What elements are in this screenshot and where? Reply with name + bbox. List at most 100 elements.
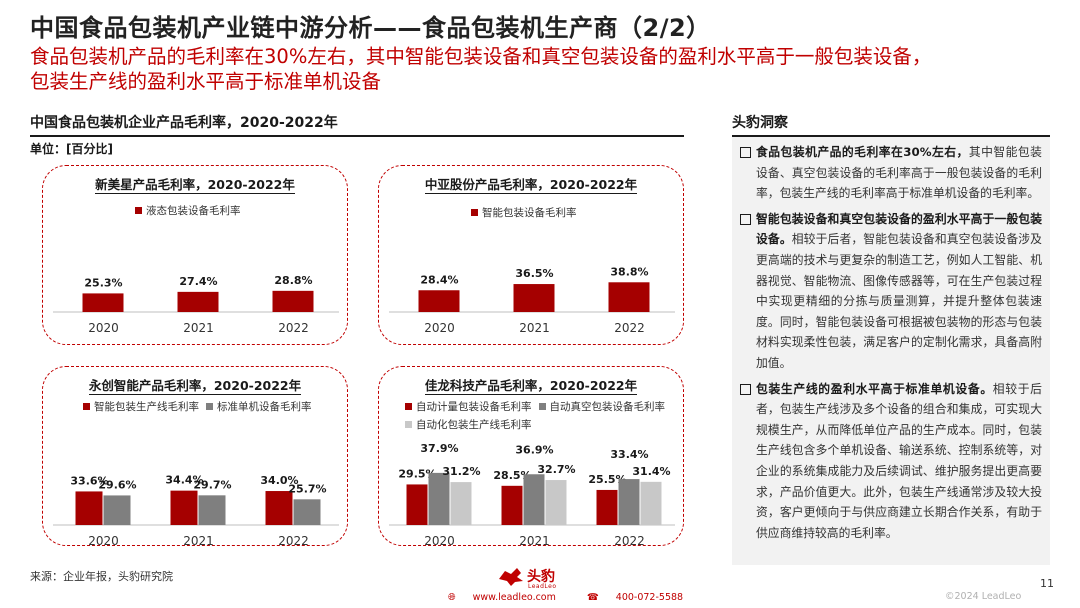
bar bbox=[103, 495, 131, 525]
chart-title-text: 佳龙科技产品毛利率，2020-2022年 bbox=[424, 378, 638, 395]
logo-text: 头豹 bbox=[527, 569, 555, 585]
data-label: 29.6% bbox=[98, 478, 136, 491]
x-tick-label: 2021 bbox=[519, 534, 550, 548]
bar bbox=[545, 480, 567, 525]
copyright: ©2024 LeadLeo bbox=[945, 591, 1022, 602]
chart-title-text: 新美星产品毛利率，2020-2022年 bbox=[95, 177, 295, 194]
legend-label: 自动真空包装设备毛利率 bbox=[549, 401, 666, 413]
bar bbox=[523, 474, 545, 525]
chart-title: 新美星产品毛利率，2020-2022年 bbox=[43, 174, 347, 194]
legend-item: 自动真空包装设备毛利率 bbox=[538, 398, 666, 416]
bar-chart-svg: 25.3% 2020 27.4% 2021 28.8% 2022 bbox=[53, 274, 339, 335]
checkbox-bullet-icon bbox=[740, 383, 751, 395]
data-label: 31.2% bbox=[442, 465, 480, 478]
web-icon: 🌐︎ bbox=[448, 592, 456, 603]
bar bbox=[513, 284, 555, 312]
data-label: 38.8% bbox=[610, 265, 648, 278]
page-number: 11 bbox=[1040, 577, 1054, 590]
chart-title: 永创智能产品毛利率，2020-2022年 bbox=[43, 375, 347, 395]
data-label: 25.7% bbox=[288, 482, 326, 495]
bar bbox=[618, 479, 640, 525]
bar bbox=[198, 495, 226, 525]
x-tick-label: 2021 bbox=[519, 321, 550, 335]
bar bbox=[640, 481, 662, 525]
unit-label: 单位：[百分比] bbox=[30, 142, 113, 156]
bar bbox=[293, 499, 321, 525]
phone-text: 400-072-5588 bbox=[615, 592, 684, 603]
page-subtitle: 食品包装机产品的毛利率在30%左右，其中智能包装设备和真空包装设备的盈利水平高于… bbox=[30, 44, 1060, 94]
legend-item: 自动化包装生产线毛利率 bbox=[405, 416, 532, 434]
bar bbox=[418, 290, 460, 312]
legend-label: 液态包装设备毛利率 bbox=[146, 205, 241, 217]
chart-xinmeixing: 新美星产品毛利率，2020-2022年 液态包装设备毛利率 25.3% 2020 2… bbox=[42, 165, 348, 345]
insight-body: 相较于后者，包装生产线涉及多个设备的组合和集成，可实现大规模生产，从而降低单位产… bbox=[756, 381, 1042, 540]
x-tick-label: 2022 bbox=[614, 534, 645, 548]
legend-label: 智能包装设备毛利率 bbox=[482, 207, 577, 219]
legend-label: 自动化包装生产线毛利率 bbox=[416, 419, 532, 431]
x-tick-label: 2022 bbox=[278, 321, 309, 335]
data-label: 36.9% bbox=[515, 443, 553, 456]
contact-info: 🌐︎ www.leadleo.com ☎︎ 400-072-5588 bbox=[448, 592, 711, 603]
website-link[interactable]: 🌐︎ www.leadleo.com bbox=[448, 592, 570, 603]
bar bbox=[75, 491, 103, 525]
bar-chart-svg: 29.5% 37.9% 31.2% 2020 28.5% 36.9% 32.7% 2021 25… bbox=[389, 442, 675, 548]
chart-legend: 智能包装生产线毛利率 标准单机设备毛利率 bbox=[83, 398, 319, 416]
subtitle-line-2: 包装生产线的盈利水平高于标准单机设备 bbox=[30, 70, 382, 93]
chart-legend: 液态包装设备毛利率 bbox=[135, 202, 248, 220]
bar bbox=[265, 491, 293, 525]
chart-legend: 智能包装设备毛利率 bbox=[471, 204, 584, 222]
chart-zhongya: 中亚股份产品毛利率，2020-2022年 智能包装设备毛利率 28.4% 2020… bbox=[378, 165, 684, 345]
insight-text: 包装生产线的盈利水平高于标准单机设备。相较于后者，包装生产线涉及多个设备的组合和… bbox=[756, 379, 1042, 544]
data-label: 28.5% bbox=[493, 469, 531, 482]
leadleo-logo-icon bbox=[499, 568, 523, 586]
bar bbox=[428, 472, 450, 525]
bar bbox=[450, 482, 472, 525]
chart-title-text: 永创智能产品毛利率，2020-2022年 bbox=[88, 378, 302, 395]
data-label: 28.4% bbox=[420, 273, 458, 286]
bar bbox=[406, 484, 428, 525]
logo-subtext: LeadLeo bbox=[528, 583, 557, 590]
bar bbox=[272, 290, 314, 312]
bar bbox=[177, 291, 219, 312]
data-label: 33.6% bbox=[70, 474, 108, 487]
data-label: 28.8% bbox=[274, 274, 312, 287]
data-label: 29.5% bbox=[398, 467, 436, 480]
bar bbox=[82, 293, 124, 312]
bar bbox=[608, 282, 650, 312]
insight-text: 智能包装设备和真空包装设备的盈利水平高于一般包装设备。相较于后者，智能包装设备和… bbox=[756, 209, 1042, 374]
chart-jialong: 佳龙科技产品毛利率，2020-2022年 自动计量包装设备毛利率 自动真空包装设备… bbox=[378, 366, 685, 548]
insight-panel: 食品包装机产品的毛利率在30%左右，其中智能包装设备、真空包装设备的毛利率高于一… bbox=[732, 137, 1050, 565]
data-label: 34.0% bbox=[260, 474, 298, 487]
insight-item: 智能包装设备和真空包装设备的盈利水平高于一般包装设备。相较于后者，智能包装设备和… bbox=[740, 209, 1042, 374]
x-tick-label: 2021 bbox=[183, 534, 214, 548]
chart-title: 中亚股份产品毛利率，2020-2022年 bbox=[379, 174, 683, 194]
legend-swatch bbox=[206, 403, 213, 410]
insight-body: 其中智能包装设备、真空包装设备的毛利率高于一般包装设备的毛利率，包装生产线的毛利… bbox=[756, 145, 1042, 201]
data-label: 29.7% bbox=[193, 478, 231, 491]
legend-swatch bbox=[405, 421, 412, 428]
insight-body: 相较于后者，智能包装设备和真空包装设备涉及更高端的技术与更复杂的制造工艺，例如人… bbox=[756, 232, 1042, 370]
legend-item: 智能包装生产线毛利率 bbox=[83, 398, 199, 416]
legend-label: 智能包装生产线毛利率 bbox=[94, 401, 199, 413]
x-tick-label: 2022 bbox=[614, 321, 645, 335]
legend-item: 标准单机设备毛利率 bbox=[206, 398, 312, 416]
legend-item: 自动计量包装设备毛利率 bbox=[405, 398, 532, 416]
x-tick-label: 2022 bbox=[278, 534, 309, 548]
chart-legend: 自动计量包装设备毛利率 自动真空包装设备毛利率自动化包装生产线毛利率 bbox=[405, 398, 685, 434]
legend-swatch bbox=[135, 207, 142, 214]
section-header: 中国食品包装机企业产品毛利率，2020-2022年 bbox=[30, 112, 684, 137]
legend-swatch bbox=[538, 403, 546, 410]
data-label: 33.4% bbox=[610, 448, 648, 461]
bar bbox=[170, 490, 198, 525]
data-label: 25.3% bbox=[84, 276, 122, 289]
data-label: 27.4% bbox=[179, 275, 217, 288]
chart-title: 佳龙科技产品毛利率，2020-2022年 bbox=[379, 375, 683, 395]
phone-number: ☎︎ 400-072-5588 bbox=[587, 592, 697, 603]
insight-text: 食品包装机产品的毛利率在30%左右，其中智能包装设备、真空包装设备的毛利率高于一… bbox=[756, 142, 1042, 204]
legend-item: 智能包装设备毛利率 bbox=[471, 204, 577, 222]
x-tick-label: 2020 bbox=[424, 321, 455, 335]
chart-title-text: 中亚股份产品毛利率，2020-2022年 bbox=[424, 177, 638, 194]
page-title: 中国食品包装机产业链中游分析——食品包装机生产商（2/2） bbox=[30, 14, 711, 42]
legend-swatch bbox=[405, 403, 412, 410]
x-tick-label: 2020 bbox=[88, 321, 119, 335]
